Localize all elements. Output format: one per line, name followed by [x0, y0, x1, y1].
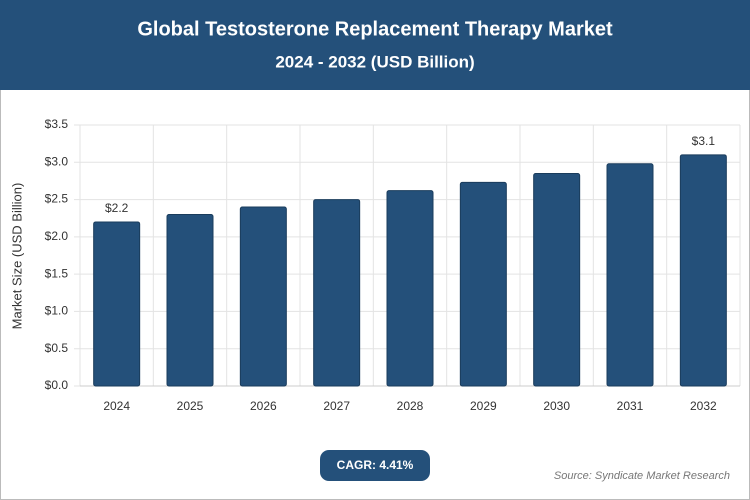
cagr-badge	[320, 450, 430, 481]
y-tick-label: $1.0	[45, 304, 69, 318]
bar	[313, 199, 361, 387]
x-tick-label: 2031	[617, 399, 644, 413]
bar	[459, 181, 507, 387]
bar	[239, 206, 287, 387]
x-tick-label: 2028	[397, 399, 424, 413]
cagr: CAGR: 4.41%	[337, 458, 414, 472]
y-tick-label: $3.5	[45, 117, 69, 131]
y-tick-label: $0.5	[45, 341, 69, 355]
bar	[606, 163, 654, 387]
y-tick-label: $0.0	[45, 378, 69, 392]
chart-title: Global Testosterone Replacement Therapy …	[137, 18, 613, 40]
bar	[386, 190, 434, 387]
x-tick-label: 2029	[470, 399, 497, 413]
value-label: $2.2	[105, 201, 129, 215]
bar	[93, 221, 141, 387]
y-axis-label: Market Size (USD Billion)	[9, 183, 24, 330]
value-label: $3.1	[692, 134, 716, 148]
chart-subtitle: 2024 - 2032 (USD Billion)	[275, 52, 474, 71]
y-tick-label: $2.5	[45, 192, 69, 206]
x-tick-label: 2026	[250, 399, 277, 413]
x-tick-label: 2027	[323, 399, 350, 413]
x-tick-label: 2032	[690, 399, 717, 413]
y-tick-label: $3.0	[45, 154, 69, 168]
bar	[533, 172, 581, 387]
bar	[679, 154, 727, 387]
y-tick-label: $2.0	[45, 229, 69, 243]
x-tick-label: 2030	[543, 399, 570, 413]
header	[0, 0, 750, 90]
x-tick-label: 2024	[103, 399, 130, 413]
y-tick-label: $1.5	[45, 266, 69, 280]
bar	[166, 213, 214, 387]
source: Source: Syndicate Market Research	[554, 470, 730, 482]
x-tick-label: 2025	[177, 399, 204, 413]
